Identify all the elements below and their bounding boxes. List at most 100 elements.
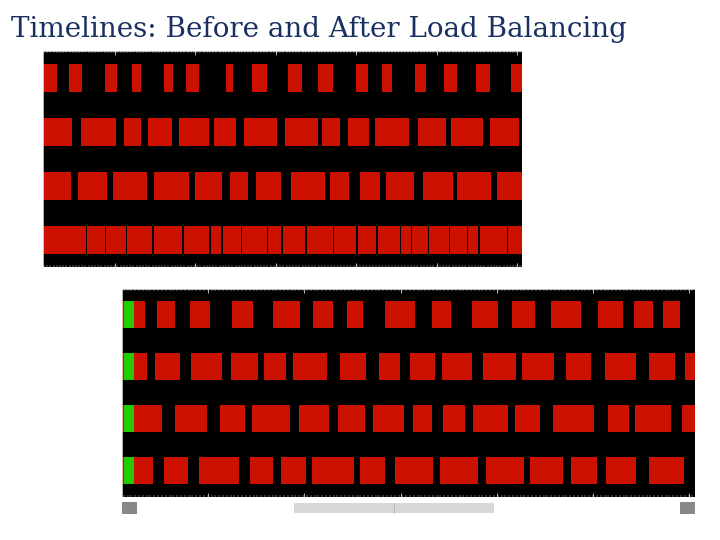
- Bar: [358, 226, 376, 254]
- Bar: [685, 353, 695, 380]
- Bar: [432, 301, 451, 328]
- Bar: [634, 301, 653, 328]
- Bar: [413, 406, 431, 433]
- Bar: [43, 64, 58, 92]
- Bar: [680, 502, 695, 514]
- Bar: [634, 406, 671, 433]
- Bar: [457, 172, 491, 200]
- Bar: [413, 226, 428, 254]
- Bar: [334, 226, 356, 254]
- Bar: [124, 118, 140, 146]
- Bar: [490, 118, 519, 146]
- Bar: [124, 301, 135, 328]
- Bar: [186, 64, 199, 92]
- Bar: [122, 301, 145, 328]
- Bar: [360, 172, 380, 200]
- Bar: [606, 457, 636, 484]
- Bar: [184, 226, 209, 254]
- Bar: [300, 406, 329, 433]
- Bar: [282, 457, 306, 484]
- Text: PE 2
(71.7%): PE 2 (71.7%): [87, 409, 120, 429]
- Bar: [378, 226, 400, 254]
- Bar: [199, 457, 239, 484]
- Bar: [242, 226, 268, 254]
- Bar: [356, 64, 369, 92]
- Bar: [293, 353, 327, 380]
- Bar: [340, 353, 366, 380]
- Bar: [211, 226, 221, 254]
- Bar: [164, 457, 189, 484]
- Bar: [273, 301, 300, 328]
- Bar: [124, 457, 135, 484]
- Bar: [233, 301, 253, 328]
- Bar: [244, 118, 276, 146]
- Bar: [179, 118, 210, 146]
- Bar: [157, 301, 175, 328]
- Bar: [226, 64, 233, 92]
- Bar: [122, 502, 137, 514]
- Bar: [373, 406, 405, 433]
- Bar: [663, 301, 680, 328]
- Bar: [572, 457, 597, 484]
- Bar: [386, 172, 414, 200]
- Bar: [106, 226, 126, 254]
- Text: PE 2
(73.3%): PE 2 (73.3%): [9, 177, 41, 196]
- Bar: [522, 353, 554, 380]
- Bar: [43, 226, 60, 254]
- Bar: [374, 118, 409, 146]
- Bar: [307, 226, 333, 254]
- Bar: [472, 406, 508, 433]
- Bar: [148, 118, 173, 146]
- Bar: [487, 457, 523, 484]
- Bar: [122, 406, 162, 433]
- Bar: [598, 301, 624, 328]
- Bar: [551, 301, 581, 328]
- Bar: [553, 406, 594, 433]
- Bar: [285, 118, 318, 146]
- Bar: [429, 226, 449, 254]
- Bar: [512, 301, 535, 328]
- Bar: [291, 172, 325, 200]
- Bar: [43, 118, 72, 146]
- Bar: [472, 301, 498, 328]
- Bar: [223, 226, 241, 254]
- Bar: [87, 226, 105, 254]
- Bar: [122, 457, 153, 484]
- Bar: [220, 406, 245, 433]
- Bar: [124, 406, 135, 433]
- Text: PE 1
(71.8%): PE 1 (71.8%): [87, 357, 120, 376]
- Bar: [361, 457, 385, 484]
- Bar: [175, 406, 207, 433]
- Bar: [605, 353, 636, 380]
- Bar: [127, 226, 152, 254]
- Bar: [498, 172, 522, 200]
- Bar: [283, 226, 305, 254]
- Text: PE 3
(72.6%): PE 3 (72.6%): [87, 461, 120, 481]
- Bar: [288, 64, 302, 92]
- Bar: [190, 301, 210, 328]
- Bar: [252, 406, 290, 433]
- Bar: [385, 301, 415, 328]
- Bar: [253, 64, 267, 92]
- Bar: [132, 64, 141, 92]
- Bar: [649, 457, 684, 484]
- Bar: [61, 226, 86, 254]
- Bar: [468, 226, 478, 254]
- Bar: [122, 353, 148, 380]
- Bar: [112, 172, 148, 200]
- Bar: [195, 172, 222, 200]
- Bar: [318, 64, 333, 92]
- Bar: [313, 301, 333, 328]
- Bar: [153, 226, 182, 254]
- Bar: [415, 64, 426, 92]
- Bar: [231, 353, 258, 380]
- Bar: [256, 172, 282, 200]
- Bar: [444, 64, 457, 92]
- Bar: [269, 226, 282, 254]
- Bar: [164, 64, 173, 92]
- Text: PE 1
(77.3%): PE 1 (77.3%): [9, 123, 41, 142]
- Bar: [401, 226, 411, 254]
- Bar: [348, 118, 369, 146]
- Bar: [322, 118, 340, 146]
- Bar: [483, 353, 516, 380]
